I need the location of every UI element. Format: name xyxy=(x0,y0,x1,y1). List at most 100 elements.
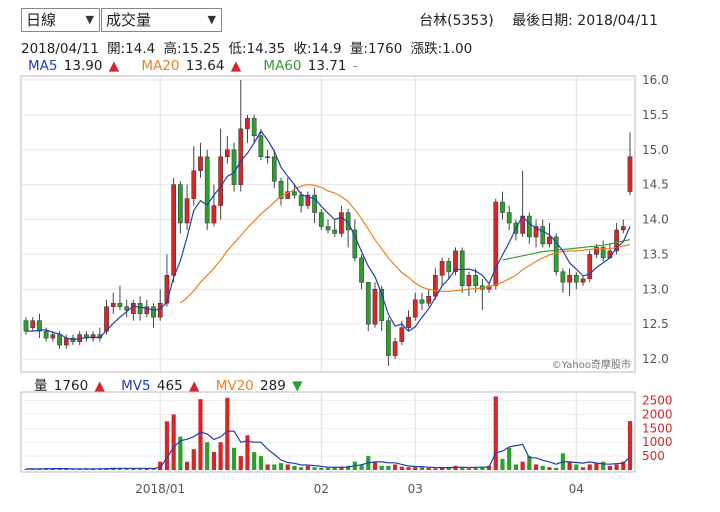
volume-bar xyxy=(500,458,505,470)
candle-body xyxy=(426,295,432,304)
candle-body xyxy=(245,118,250,130)
volume-bar xyxy=(144,468,149,470)
volume-bar xyxy=(480,466,485,470)
volume-bar xyxy=(292,465,297,470)
mv20-value: 289 xyxy=(260,378,286,394)
candle-body xyxy=(406,316,411,328)
candle-body xyxy=(446,261,452,273)
volume-bar xyxy=(379,465,384,470)
volume-bar xyxy=(258,456,263,470)
candle-body xyxy=(600,247,606,259)
candle-body xyxy=(547,236,552,245)
ma5-line xyxy=(26,129,631,341)
volume-bar xyxy=(205,442,210,470)
mv5-value: 465 xyxy=(156,378,183,394)
volume-bar xyxy=(211,451,217,470)
volume-bar xyxy=(124,468,129,470)
candle-body xyxy=(278,180,284,199)
volume-bar xyxy=(265,464,270,470)
candle-body xyxy=(473,275,478,287)
volume-bar xyxy=(386,465,391,470)
stock-header: 台林(5353) 最後日期: 2018/04/11 xyxy=(405,10,658,30)
ohlc-high: 高:15.25 xyxy=(163,41,221,57)
candle-body xyxy=(198,156,203,171)
volume-bar xyxy=(413,467,418,470)
candle-body xyxy=(459,250,465,287)
watermark: ©Yahoo奇摩股市 xyxy=(552,358,631,371)
stock-name: 台林(5353) xyxy=(419,13,494,29)
candle-body xyxy=(292,191,297,196)
volume-bar xyxy=(137,468,143,470)
volume-bar xyxy=(393,464,398,470)
ma60-flat-icon: - xyxy=(352,58,358,74)
candle-body xyxy=(352,229,358,259)
price-tick-label: 16.0 xyxy=(642,73,669,87)
volume-panel-frame xyxy=(20,391,636,473)
candle-body xyxy=(251,118,257,137)
volume-bar xyxy=(607,465,612,470)
candle-body xyxy=(399,327,405,342)
volume-bar xyxy=(446,467,451,470)
candle-body xyxy=(493,201,499,287)
vol-label: 量 xyxy=(34,378,48,394)
volume-bar xyxy=(184,461,190,470)
volume-bar xyxy=(339,466,344,470)
volume-bar xyxy=(332,467,337,470)
candle-body xyxy=(305,194,311,206)
candle-body xyxy=(63,337,69,346)
candle-body xyxy=(110,302,116,307)
period-select[interactable]: 日線 ▼ xyxy=(21,8,100,32)
volume-bar xyxy=(252,451,257,470)
period-select-value: 日線 xyxy=(26,11,57,29)
volume-bar xyxy=(231,447,237,470)
date-tick-label: 02 xyxy=(314,482,329,496)
volume-bar xyxy=(131,468,136,470)
volume-bar xyxy=(30,469,35,470)
candle-body xyxy=(332,229,338,234)
volume-bar xyxy=(439,467,445,470)
price-panel-frame xyxy=(20,75,636,373)
candle-body xyxy=(30,320,36,328)
candle-body xyxy=(567,275,572,283)
volume-bar xyxy=(198,399,203,470)
volume-bar xyxy=(225,397,230,470)
mv20-down-arrow-icon: ▼ xyxy=(292,378,303,394)
volume-bar xyxy=(540,465,545,470)
volume-bar xyxy=(151,468,156,470)
vol-up-arrow-icon: ▲ xyxy=(94,378,105,394)
volume-bar xyxy=(272,464,277,470)
candle-body xyxy=(560,271,566,283)
volume-bar xyxy=(567,461,572,470)
volume-bar xyxy=(346,465,351,470)
volume-bar xyxy=(171,414,176,470)
mv20-label: MV20 xyxy=(215,378,254,394)
volume-bar xyxy=(507,447,512,470)
volume-bar xyxy=(57,468,62,470)
volume-bar xyxy=(305,465,310,470)
ma60-label: MA60 xyxy=(263,58,302,74)
volume-bar xyxy=(554,467,559,470)
volume-bar xyxy=(299,467,304,470)
candle-body xyxy=(627,156,633,192)
candle-body xyxy=(339,212,344,234)
volume-bar xyxy=(191,449,196,470)
candle-body xyxy=(318,212,324,227)
candle-body xyxy=(238,128,244,185)
volume-tick-label: 1000 xyxy=(642,435,673,449)
candle-body xyxy=(540,226,546,245)
indicator-select[interactable]: 成交量 ▼ xyxy=(101,8,222,32)
candle-body xyxy=(620,226,626,231)
volume-bar xyxy=(621,461,626,470)
candle-body xyxy=(553,236,559,273)
candle-body xyxy=(594,247,599,255)
candle-body xyxy=(124,306,130,311)
volume-bar xyxy=(486,465,492,470)
ma5-value: 13.90 xyxy=(63,58,103,74)
candle-body xyxy=(580,278,586,283)
volume-bar xyxy=(70,469,76,470)
candle-body xyxy=(137,302,143,314)
volume-bar xyxy=(238,456,243,470)
volume-legend: 量 1760 ▲ MV5 465 ▲ MV20 289 ▼ xyxy=(34,374,305,394)
volume-tick-label: 500 xyxy=(642,449,665,463)
volume-bar xyxy=(419,467,425,470)
